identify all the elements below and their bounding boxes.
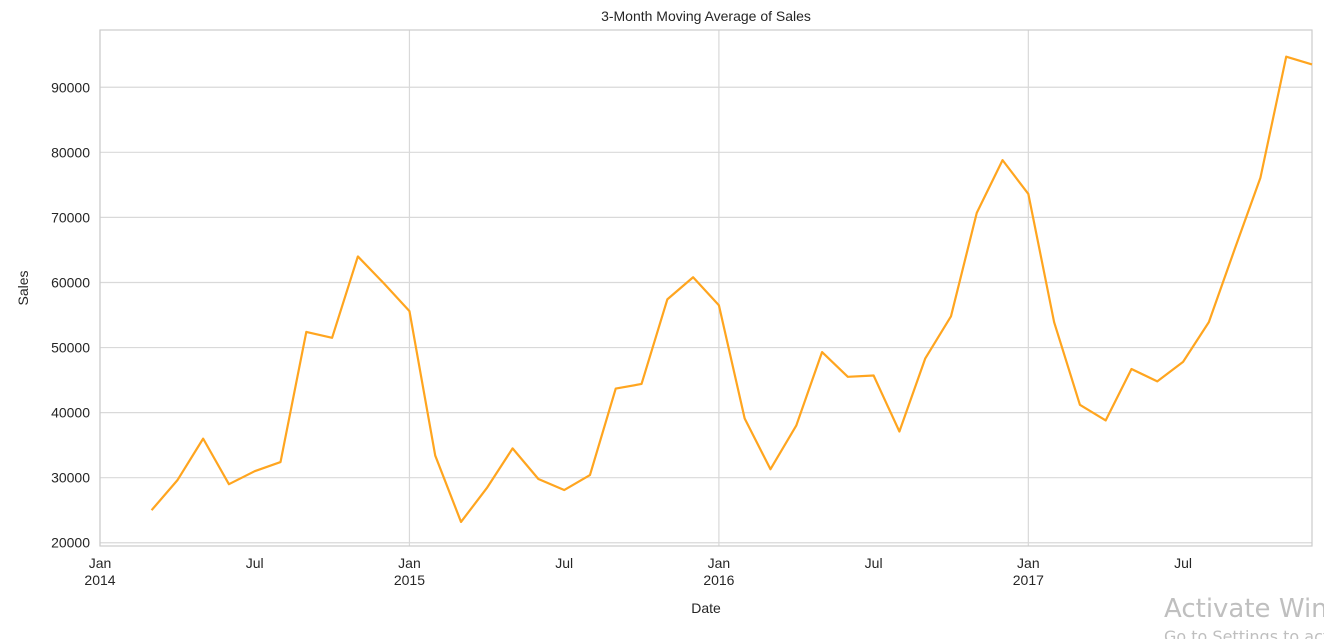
x-tick-label: Jul [555, 555, 573, 571]
chart-title: 3-Month Moving Average of Sales [601, 8, 811, 24]
x-tick-label: Jul [1174, 555, 1192, 571]
x-tick-label: Jan 2015 [394, 555, 425, 588]
data-line [150, 55, 1313, 524]
y-tick-label: 30000 [51, 470, 90, 486]
x-tick-label: Jan 2016 [703, 555, 734, 588]
grid-layer [99, 30, 1312, 546]
x-axis-label: Date [691, 600, 721, 616]
x-tick-label: Jul [865, 555, 883, 571]
watermark-subtitle: Go to Settings to activate Windows. [1164, 627, 1324, 639]
x-tick-label: Jul [246, 555, 264, 571]
x-tick-label: Jan 2017 [1013, 555, 1044, 588]
watermark-title: Activate Windows [1164, 594, 1324, 624]
y-tick-label: 60000 [51, 274, 90, 290]
y-tick-label: 80000 [51, 144, 90, 160]
y-tick-label: 50000 [51, 340, 90, 356]
y-tick-label: 70000 [51, 209, 90, 225]
y-tick-label: 90000 [51, 79, 90, 95]
x-tick-label: Jan 2014 [84, 555, 115, 588]
y-axis-label: Sales [15, 270, 31, 305]
plot-frame [99, 29, 1313, 547]
y-tick-label: 40000 [51, 405, 90, 421]
y-tick-label: 20000 [51, 535, 90, 551]
